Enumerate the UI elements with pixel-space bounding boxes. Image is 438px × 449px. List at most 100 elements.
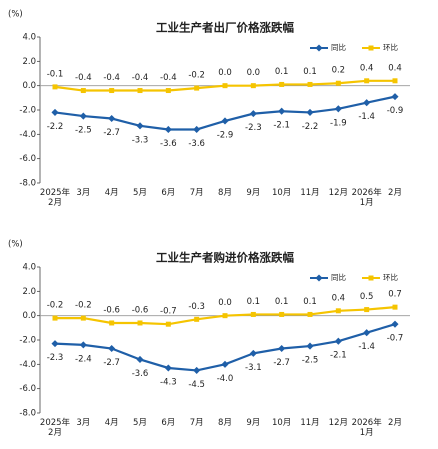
legend-label: 环比	[383, 42, 398, 52]
x-tick-label: 2月	[388, 418, 402, 428]
data-label: -3.6	[132, 369, 149, 379]
y-tick-label: -8.0	[19, 409, 36, 419]
point	[164, 364, 172, 372]
point	[249, 110, 257, 118]
point	[165, 88, 171, 94]
y-tick-label: -4.0	[19, 360, 36, 370]
point	[392, 304, 398, 310]
legend-label: 同比	[331, 272, 346, 282]
x-tick-label: 8月	[218, 418, 232, 428]
data-label: 0.1	[275, 67, 289, 77]
data-label: -0.2	[47, 301, 64, 311]
point	[194, 316, 200, 322]
point	[51, 340, 59, 348]
data-label: -0.6	[103, 305, 120, 315]
data-label: -0.4	[75, 73, 92, 83]
point	[164, 125, 172, 134]
x-tick-label: 4月	[104, 188, 119, 198]
legend-marker	[315, 44, 323, 52]
x-tick-label: 9月	[246, 188, 261, 198]
point	[250, 311, 256, 317]
y-tick-label: -6.0	[19, 154, 36, 164]
x-tick-label: 3月	[76, 418, 91, 428]
data-label: -0.3	[188, 302, 205, 312]
point	[391, 320, 399, 328]
data-label: 0.7	[388, 290, 402, 300]
point	[279, 81, 285, 87]
point	[79, 341, 87, 349]
data-label: -2.3	[47, 353, 64, 363]
data-label: -4.5	[188, 380, 205, 390]
x-tick-label: 9月	[246, 418, 261, 428]
data-label: -0.4	[103, 73, 120, 83]
data-label: -3.1	[245, 363, 262, 373]
point	[307, 81, 313, 87]
data-label: -0.2	[75, 301, 92, 311]
point	[306, 108, 314, 116]
point	[109, 320, 115, 326]
x-tick-label: 2月	[388, 188, 402, 198]
y-axis-label: (%)	[8, 10, 23, 20]
y-tick-label: 2.0	[22, 57, 36, 67]
point	[279, 311, 285, 317]
data-label: -0.2	[188, 71, 205, 81]
x-tick-label: 12月	[328, 418, 348, 428]
point	[79, 112, 87, 120]
chart: 工业生产者购进价格涨跌幅 (%) 4.0 2.0 0.0 -2.0 -4.0 -6.0 -8.0…	[8, 240, 410, 419]
point	[334, 105, 342, 113]
data-label: 0.4	[360, 63, 374, 73]
data-label: -2.3	[245, 123, 262, 133]
x-tick-label: 5月	[133, 188, 147, 198]
x-tick-label: 10月	[271, 418, 292, 428]
y-tick-label: -8.0	[19, 179, 36, 189]
point	[165, 321, 171, 327]
point	[108, 114, 116, 123]
point	[249, 349, 257, 357]
data-label: -2.5	[302, 356, 319, 366]
x-tick-label: 11月	[300, 188, 320, 198]
point	[222, 83, 228, 89]
data-label: -2.1	[273, 121, 290, 131]
data-label: -1.9	[330, 118, 347, 128]
data-label: -0.4	[132, 73, 149, 83]
legend-label: 同比	[331, 42, 346, 52]
x-tick-label: 11月	[300, 418, 320, 428]
point	[306, 342, 314, 350]
y-tick-label: 4.0	[22, 263, 36, 273]
x-tick-label: 7月	[189, 418, 204, 428]
x-tick-label: 5月	[133, 418, 147, 428]
point	[307, 311, 313, 317]
data-label: -2.9	[217, 130, 234, 140]
chart: 工业生产者出厂价格涨跌幅 (%) 4.0 2.0 0.0 -2.0 -4.0 -6.0 -8.0…	[8, 10, 410, 189]
x-tick-label: 2025年 2月	[39, 188, 71, 208]
x-tick-label: 6月	[161, 188, 176, 198]
data-label: -0.1	[47, 69, 64, 79]
point	[52, 315, 58, 321]
y-tick-label: 2.0	[22, 287, 36, 297]
data-label: -2.7	[103, 358, 120, 368]
x-tick-label: 2026年 1月	[351, 188, 382, 208]
x-tick-label: 4月	[104, 418, 119, 428]
data-label: -2.7	[103, 128, 120, 138]
point	[364, 78, 370, 84]
data-label: 0.1	[275, 297, 289, 307]
data-label: -3.6	[188, 139, 205, 149]
data-label: 0.1	[247, 297, 261, 307]
data-label: 0.4	[388, 63, 402, 73]
chart-title: 工业生产者购进价格涨跌幅	[156, 251, 294, 265]
legend-label: 环比	[383, 272, 398, 282]
point	[109, 88, 115, 94]
data-label: 0.4	[332, 293, 346, 303]
data-label: -3.3	[132, 135, 149, 145]
data-label: 0.0	[218, 298, 232, 308]
data-label: -2.7	[273, 358, 290, 368]
point	[194, 85, 200, 91]
data-label: -0.7	[160, 307, 177, 317]
point	[278, 344, 286, 353]
point	[80, 88, 86, 94]
point	[364, 307, 370, 313]
x-tick-label: 6月	[161, 418, 176, 428]
point	[278, 107, 286, 115]
x-tick-label: 10月	[271, 188, 292, 198]
point	[52, 84, 58, 90]
